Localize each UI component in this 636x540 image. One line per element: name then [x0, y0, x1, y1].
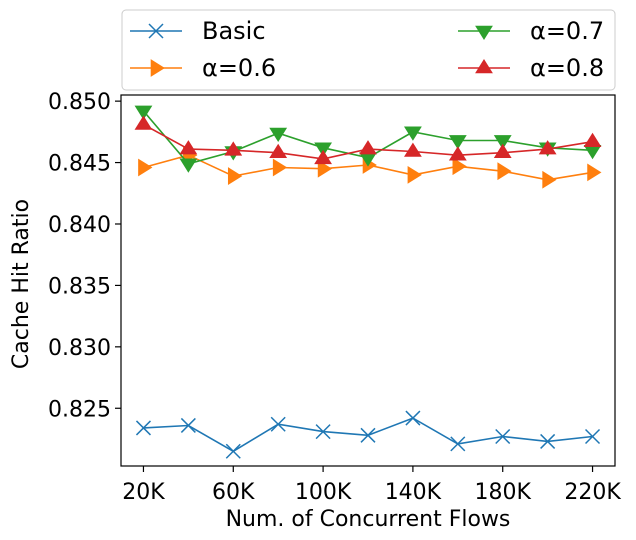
data-point	[452, 157, 467, 176]
x-tick-label: 140K	[385, 480, 442, 505]
legend: Basic α=0.6 α=0.7 α=0.8	[121, 9, 616, 91]
series-0	[135, 410, 601, 459]
legend-item: α=0.6	[130, 54, 276, 82]
x-tick-label: 100K	[295, 480, 352, 505]
data-point	[585, 428, 601, 445]
series-2	[134, 105, 602, 173]
data-point	[317, 159, 333, 178]
legend-item: α=0.7	[458, 17, 604, 45]
legend-label: α=0.6	[202, 54, 276, 82]
data-point	[134, 115, 153, 130]
data-point	[450, 436, 466, 452]
data-point	[493, 143, 512, 159]
data-point	[587, 163, 602, 182]
y-axis: 0.825 0.830 0.835 0.840 0.845 0.850	[48, 90, 121, 422]
series-3	[134, 115, 602, 165]
data-point	[135, 420, 151, 436]
plot-frame	[120, 94, 616, 467]
y-tick-label: 0.835	[48, 274, 111, 299]
data-point	[224, 141, 243, 156]
data-point	[448, 146, 467, 161]
x-tick-label: 220K	[564, 480, 621, 505]
data-point	[583, 144, 602, 160]
data-point	[269, 127, 288, 143]
data-point	[225, 443, 241, 459]
y-tick-label: 0.830	[48, 336, 111, 361]
y-axis-label: Cache Hit Ratio	[9, 199, 34, 369]
data-point	[180, 417, 196, 433]
x-axis-label: Num. of Concurrent Flows	[226, 507, 511, 532]
legend-frame	[121, 9, 616, 91]
data-point	[360, 427, 376, 443]
x-tick-label: 20K	[122, 480, 165, 505]
data-point	[495, 428, 511, 445]
y-tick-label: 0.825	[48, 397, 111, 422]
data-point	[314, 142, 332, 157]
data-point	[497, 162, 512, 181]
data-point	[407, 165, 422, 184]
data-point	[270, 416, 286, 432]
legend-marker	[475, 25, 493, 40]
data-point	[448, 135, 467, 150]
legend-label: α=0.8	[530, 54, 604, 82]
legend-item: α=0.8	[458, 54, 604, 82]
data-point	[493, 135, 512, 150]
legend-marker	[150, 59, 165, 77]
data-point	[179, 140, 198, 155]
data-point	[583, 132, 602, 147]
data-point	[540, 433, 556, 449]
data-point	[134, 105, 153, 120]
legend-marker	[148, 23, 164, 39]
data-point	[542, 170, 557, 189]
x-tick-label: 180K	[475, 480, 532, 505]
x-tick-label: 60K	[212, 480, 255, 505]
legend-label: α=0.7	[530, 17, 604, 45]
plot-area	[120, 94, 616, 467]
y-tick-label: 0.850	[48, 90, 111, 115]
data-point	[405, 410, 421, 426]
legend-item: Basic	[130, 17, 266, 45]
data-point	[179, 158, 198, 173]
x-axis: 20K 60K 100K 140K 180K 220K	[122, 466, 621, 505]
data-point	[404, 142, 422, 157]
y-tick-label: 0.845	[48, 152, 111, 177]
y-tick-label: 0.840	[48, 213, 111, 238]
data-point	[272, 158, 288, 177]
data-point	[359, 140, 377, 155]
legend-label: Basic	[202, 17, 266, 45]
data-point	[538, 140, 557, 155]
data-point	[314, 149, 332, 165]
data-point	[404, 126, 422, 141]
legend-marker	[475, 59, 493, 74]
data-point	[269, 143, 288, 159]
data-point	[227, 167, 243, 185]
data-point	[138, 158, 153, 177]
data-point	[315, 424, 331, 440]
